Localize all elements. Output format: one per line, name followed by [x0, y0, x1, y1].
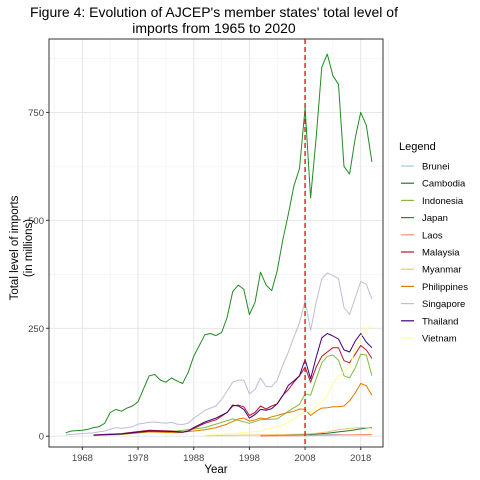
- axes: 1968 1978 1988 1998 2008 2018 0 250 500 750: [28, 108, 371, 464]
- series-line-cambodia: [260, 427, 372, 437]
- y-tick-label: 0: [39, 432, 44, 443]
- series-line-myanmar: [204, 427, 372, 437]
- x-tick-label: 2008: [294, 453, 315, 464]
- x-tick-label: 1998: [239, 453, 260, 464]
- x-tick-label: 2018: [350, 453, 371, 464]
- series-line-philippines: [93, 383, 373, 436]
- series-line-vietnam: [204, 325, 373, 436]
- x-axis-title: Year: [204, 464, 227, 476]
- legend-label-indonesia: Indonesia: [422, 196, 464, 207]
- series-line-laos: [260, 434, 372, 437]
- series-line-thailand: [93, 333, 373, 436]
- series-line-singapore: [65, 272, 373, 436]
- legend-label-laos: Laos: [422, 230, 443, 241]
- grid: [49, 39, 389, 447]
- series-line-indonesia: [93, 353, 373, 436]
- x-tick-label: 1968: [72, 453, 93, 464]
- x-tick-label: 1988: [183, 453, 204, 464]
- legend-label-singapore: Singapore: [422, 299, 465, 310]
- series-lines: [65, 53, 373, 437]
- legend-label-brunei: Brunei: [422, 162, 449, 173]
- legend-label-vietnam: Vietnam: [422, 334, 457, 345]
- y-tick-label: 500: [28, 216, 44, 227]
- x-tick-label: 1978: [127, 453, 148, 464]
- legend-title: Legend: [399, 141, 436, 153]
- chart-title-line-2: imports from 1965 to 2020: [132, 20, 296, 36]
- legend-label-thailand: Thailand: [422, 316, 458, 327]
- series-line-japan: [65, 53, 373, 434]
- chart-title-line-1: Figure 4: Evolution of AJCEP's member st…: [30, 4, 398, 20]
- y-tick-label: 250: [28, 324, 44, 335]
- legend-label-japan: Japan: [422, 213, 448, 224]
- legend: Legend Brunei Cambodia Indonesia Japan Laos M…: [399, 141, 468, 347]
- y-axis-title-line-2: (in millions): [23, 219, 35, 277]
- y-tick-label: 750: [28, 108, 44, 119]
- legend-label-malaysia: Malaysia: [422, 248, 460, 259]
- legend-label-philippines: Philippines: [422, 282, 468, 293]
- plot-panel-border: [48, 38, 384, 448]
- legend-label-cambodia: Cambodia: [422, 179, 466, 190]
- y-axis-title-line-1: Total level of imports: [9, 195, 21, 300]
- y-axis-title-group: Total level of imports (in millions): [9, 195, 35, 300]
- legend-label-myanmar: Myanmar: [422, 265, 462, 276]
